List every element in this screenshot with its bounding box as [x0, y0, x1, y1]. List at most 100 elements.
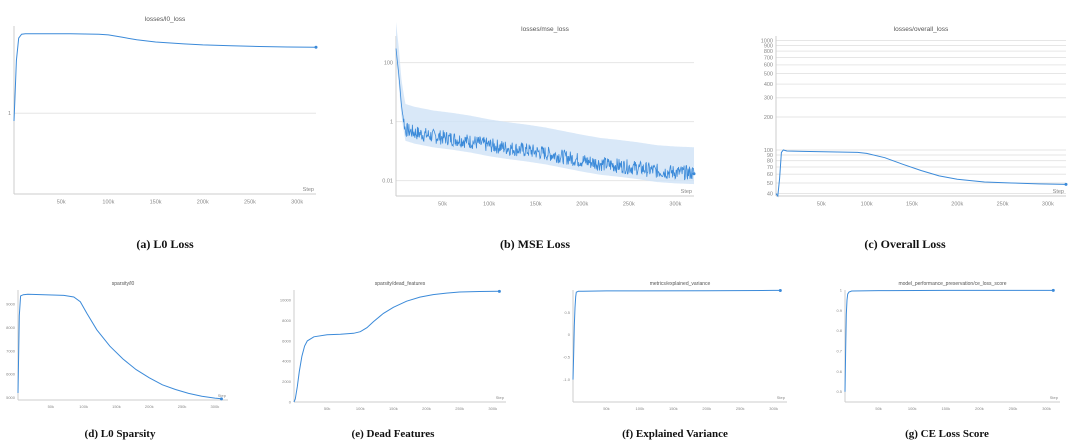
x-tick-label: 250k — [178, 404, 187, 409]
series-line-losses-overall-loss — [775, 149, 1067, 198]
x-axis-label: Step — [681, 189, 692, 195]
y-tick-label: 300 — [764, 96, 773, 102]
series-end-point — [219, 397, 223, 401]
y-tick-label: 0.7 — [836, 348, 842, 353]
y-tick-label: -0.5 — [563, 355, 571, 360]
y-tick-label: 1000 — [761, 38, 773, 44]
y-tick-label: 100 — [764, 148, 773, 154]
caption-ce-loss-score: (g) CE Loss Score — [905, 428, 989, 440]
caption-mse-loss: (b) MSE Loss — [499, 237, 570, 251]
x-tick-label: 150k — [941, 406, 950, 411]
x-tick-label: 100k — [102, 200, 114, 206]
x-tick-label: 100k — [79, 404, 88, 409]
x-axis-label: Step — [1050, 395, 1059, 400]
x-tick-label: 200k — [951, 202, 963, 208]
panel-dead-features: sparsity/dead_features 0 2000 4000 6000 8000 1… — [270, 278, 515, 413]
x-tick-label: 250k — [623, 202, 635, 208]
chart-title: model_performance_preservation/ce_loss_s… — [898, 281, 1006, 287]
caption-l0-loss: (a) L0 Loss — [136, 237, 194, 251]
series-end-point — [497, 289, 501, 293]
series-end-point — [314, 45, 318, 49]
x-tick-label: 200k — [576, 202, 588, 208]
caption-explained-variance: (f) Explained Variance — [622, 428, 728, 440]
y-tick-label: 1 — [8, 111, 11, 117]
y-tick-label: 50 — [767, 181, 773, 187]
chart-ce-loss-score: model_performance_preservation/ce_loss_s… — [836, 281, 1060, 411]
chart-dead-features: sparsity/dead_features 0 2000 4000 6000 8000 1… — [280, 281, 506, 411]
x-tick-label: 150k — [389, 406, 398, 411]
x-tick-label: 250k — [244, 200, 256, 206]
y-tick-label: 500 — [764, 71, 773, 77]
x-tick-label: 50k — [324, 406, 330, 411]
y-tick-label: 0.5 — [836, 389, 842, 394]
y-tick-label: 0.01 — [382, 179, 393, 185]
x-tick-label: 150k — [112, 404, 121, 409]
x-tick-label: 50k — [57, 200, 66, 206]
y-tick-label: 6000 — [6, 372, 16, 377]
series-band-losses-mse-loss — [396, 22, 694, 185]
y-tick-label: 6000 — [282, 338, 292, 343]
x-tick-label: 150k — [150, 200, 162, 206]
x-tick-label: 300k — [488, 406, 497, 411]
y-tick-label: 0.5 — [564, 310, 570, 315]
panel-mse-loss: losses/mse_loss 0.01 1 100 50k 100k 150k 200k 25… — [360, 22, 705, 208]
y-tick-label: 0.6 — [836, 369, 842, 374]
series-end-point — [1051, 288, 1055, 292]
chart-title: metrics/explained_variance — [650, 281, 711, 287]
x-tick-label: 100k — [908, 406, 917, 411]
x-tick-label: 100k — [356, 406, 365, 411]
x-tick-label: 300k — [291, 200, 303, 206]
caption-l0-sparsity: (d) L0 Sparsity — [84, 428, 156, 440]
panel-l0-loss: losses/l0_loss 1 50k 100k 150k 200k 250k 300k St… — [0, 12, 330, 206]
x-axis-label: Step — [1053, 189, 1064, 195]
y-tick-label: 40 — [767, 191, 773, 197]
series-end-point — [1064, 182, 1068, 186]
y-tick-label: 700 — [764, 55, 773, 61]
chart-title: sparsity/l0 — [112, 281, 135, 287]
series-line-losses-mse-loss — [395, 48, 695, 181]
y-tick-label: 4000 — [282, 359, 292, 364]
x-tick-label: 250k — [1009, 406, 1018, 411]
chart-l0-sparsity: sparsity/l0 5000 6000 7000 8000 9000 50k 100k 15… — [6, 281, 228, 409]
y-tick-label: 8000 — [282, 318, 292, 323]
x-tick-label: 250k — [736, 406, 745, 411]
y-tick-label: 7000 — [6, 348, 16, 353]
series-line-metrics-explained-variance — [572, 289, 781, 380]
y-tick-label: 1 — [840, 287, 843, 292]
x-tick-label: 200k — [197, 200, 209, 206]
x-tick-label: 250k — [997, 202, 1009, 208]
y-tick-label: 60 — [767, 172, 773, 178]
series-end-point — [692, 172, 696, 176]
y-tick-label: 100 — [384, 61, 393, 67]
x-tick-label: 200k — [702, 406, 711, 411]
y-tick-label: -1.0 — [563, 377, 571, 382]
series-line-model-performance-preservation-ce-loss-score — [844, 289, 1054, 392]
x-tick-label: 150k — [530, 202, 542, 208]
x-tick-label: 50k — [603, 406, 609, 411]
x-tick-label: 300k — [211, 404, 220, 409]
y-tick-label: 8000 — [6, 325, 16, 330]
x-axis-label: Step — [303, 187, 314, 193]
chart-title: losses/overall_loss — [894, 26, 949, 33]
y-tick-label: 2000 — [282, 379, 292, 384]
series-line-losses-l0-loss — [13, 33, 317, 122]
panel-ce-loss-score: model_performance_preservation/ce_loss_s… — [825, 278, 1070, 413]
x-tick-label: 250k — [455, 406, 464, 411]
y-tick-label: 5000 — [6, 395, 16, 400]
series-line-sparsity-dead-features — [293, 290, 500, 403]
chart-mse-loss: losses/mse_loss 0.01 1 100 50k 100k 150k 200k 25… — [382, 22, 696, 208]
x-tick-label: 50k — [817, 202, 826, 208]
y-tick-label: 10000 — [280, 298, 292, 303]
x-tick-label: 100k — [861, 202, 873, 208]
x-tick-label: 100k — [483, 202, 495, 208]
y-tick-label: 800 — [764, 49, 773, 55]
x-tick-label: 200k — [975, 406, 984, 411]
panel-overall-loss: losses/overall_loss 40 50 60 70 80 90 100 200 300… — [740, 22, 1075, 208]
y-tick-label: 80 — [767, 159, 773, 165]
x-tick-label: 300k — [1042, 406, 1051, 411]
x-tick-label: 300k — [1042, 202, 1054, 208]
x-tick-label: 200k — [422, 406, 431, 411]
chart-title: losses/mse_loss — [521, 26, 569, 33]
y-tick-label: 400 — [764, 82, 773, 88]
